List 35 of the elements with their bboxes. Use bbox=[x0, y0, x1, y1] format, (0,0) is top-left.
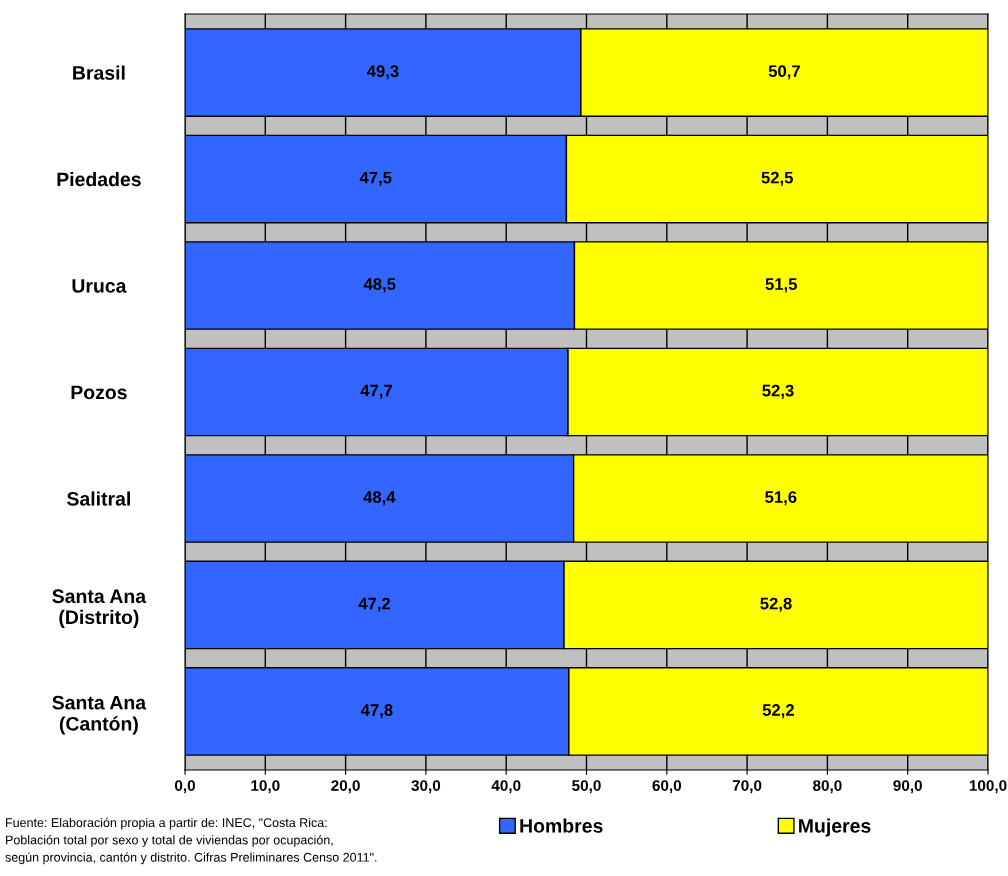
legend-label: Mujeres bbox=[799, 818, 871, 837]
x-tick-label: 40,0 bbox=[491, 780, 521, 794]
y-tick-label: Santa Ana (Cantón) bbox=[52, 695, 147, 735]
legend-label: Hombres bbox=[520, 818, 603, 833]
source-note: Fuente: Elaboración propia a partir de: INEC, "Costa Rica: Población total por sexo y total de viviendas por ocupación, según provincia, cantón y distrito. Cifras Preliminares Censo 2011". bbox=[5, 817, 377, 865]
data-label: 47,7 bbox=[360, 384, 392, 399]
x-tick-label: 60,0 bbox=[652, 780, 682, 794]
y-tick-label: Pozos bbox=[71, 385, 127, 400]
data-label: 51,6 bbox=[765, 491, 797, 506]
data-label: 47,2 bbox=[358, 597, 391, 612]
data-label: 48,5 bbox=[363, 278, 396, 293]
y-tick-label: Piedades bbox=[57, 172, 141, 187]
x-tick-label: 70,0 bbox=[732, 780, 762, 794]
data-label: 50,7 bbox=[768, 65, 800, 80]
x-tick-label: 10,0 bbox=[251, 780, 280, 794]
y-tick-label: Brasil bbox=[73, 65, 125, 80]
data-label: 52,5 bbox=[761, 171, 793, 186]
y-tick-label: Salitral bbox=[67, 491, 130, 506]
data-label: 49,3 bbox=[366, 65, 399, 80]
data-label: 47,8 bbox=[360, 704, 393, 719]
y-tick-label: Santa Ana (Distrito) bbox=[52, 589, 147, 628]
data-label: 52,2 bbox=[762, 704, 794, 719]
x-tick-label: 30,0 bbox=[411, 780, 441, 794]
x-tick-label: 80,0 bbox=[813, 780, 842, 794]
x-tick-label: 100,0 bbox=[969, 780, 1007, 794]
data-label: 51,5 bbox=[765, 278, 797, 293]
x-tick-label: 20,0 bbox=[331, 780, 360, 794]
data-label: 52,8 bbox=[760, 597, 792, 612]
data-label: 47,5 bbox=[359, 171, 392, 186]
y-tick-label: Uruca bbox=[72, 279, 127, 293]
x-tick-label: 0,0 bbox=[174, 780, 195, 794]
data-label: 48,4 bbox=[363, 491, 396, 506]
x-tick-label: 50,0 bbox=[572, 780, 601, 794]
x-tick-label: 90,0 bbox=[893, 780, 922, 794]
data-label: 52,3 bbox=[762, 384, 794, 399]
